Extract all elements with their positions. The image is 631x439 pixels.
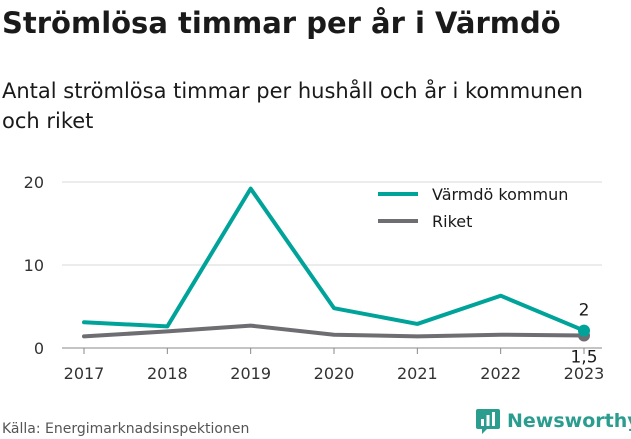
source-note: Källa: Energimarknadsinspektionen [2,421,250,437]
chart-title: Strömlösa timmar per år i Värmdö [2,6,561,40]
brand-name: Newsworthy [507,410,631,432]
x-tick-label: 2020 [314,364,355,383]
series-line [82,323,586,339]
y-axis: 0 10 20 [24,173,44,358]
x-tick-label: 2018 [147,364,188,383]
brand-logo: Newsworthy [475,407,631,435]
end-value-label: 2 [579,301,590,321]
x-tick-label: 2021 [397,364,438,383]
bar-chart-logo-icon [476,409,500,434]
y-tick-label: 0 [34,339,44,358]
series-end-point [578,324,590,337]
chart-subtitle: Antal strömlösa timmar per hushåll och å… [2,79,583,133]
x-tick-label: 2019 [230,364,271,383]
grid-lines [62,181,602,349]
series-lines: 21,5 [82,186,598,368]
x-tick-label: 2023 [564,364,605,383]
legend-label: Riket [432,212,472,231]
end-value-label: 1,5 [570,348,597,368]
x-axis: 2017 2018 2019 2020 2021 2022 2023 [64,348,605,383]
series-line [82,186,586,333]
legend: Värmdö kommun Riket [378,185,568,231]
x-tick-label: 2022 [480,364,521,383]
x-tick-label: 2017 [64,364,105,383]
y-tick-label: 10 [24,256,44,275]
legend-label: Värmdö kommun [432,185,568,204]
y-tick-label: 20 [24,173,44,192]
